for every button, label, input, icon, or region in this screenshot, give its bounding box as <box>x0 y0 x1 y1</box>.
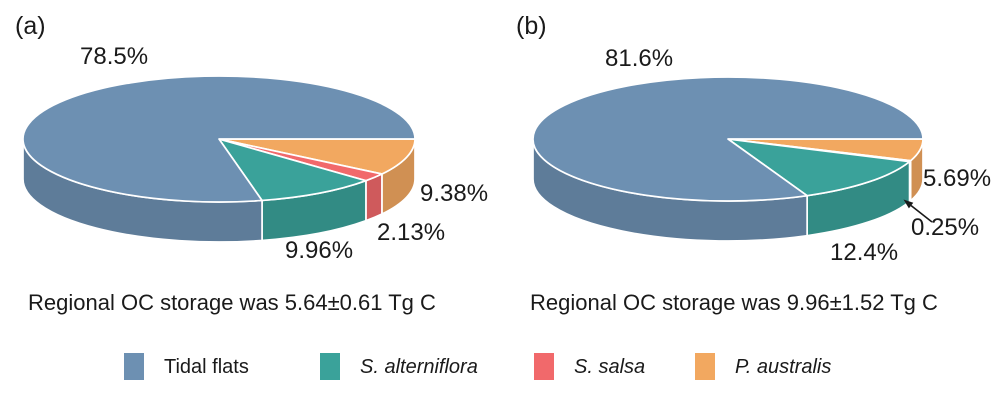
caption-b: Regional OC storage was 9.96±1.52 Tg C <box>530 290 938 315</box>
panel-a-tag: (a) <box>15 12 46 40</box>
pie-slice-top-p-australis <box>218 138 416 175</box>
legend-label-s-salsa: S. salsa <box>574 355 646 378</box>
legend-swatch-p-australis-icon <box>695 353 715 380</box>
legend-item-tidal-flats: Tidal flats <box>124 353 249 380</box>
legend-label-s-alterniflora: S. alterniflora <box>360 355 478 378</box>
slice-label-b-p-australis: 5.69% <box>923 165 992 192</box>
legend-label-tidal-flats: Tidal flats <box>164 355 249 378</box>
pie-slice-top-s-alterniflora <box>727 138 911 197</box>
legend-swatch-tidal-flats-icon <box>124 353 144 380</box>
slice-label-b-s-salsa: 0.25% <box>911 214 980 241</box>
legend-item-p-australis: P. australis <box>695 353 831 380</box>
pie-slice-wall-s-salsa <box>365 173 383 222</box>
pie-chart-a <box>22 75 416 243</box>
pie-chart-b <box>532 76 933 242</box>
legend-item-s-salsa: S. salsa <box>534 353 645 380</box>
pie-slice-top-tidal-flats <box>22 75 416 203</box>
pie-slice-top-s-alterniflora <box>218 138 367 202</box>
panel-b-tag: (b) <box>516 12 547 40</box>
legend-item-s-alterniflora: S. alterniflora <box>320 353 478 380</box>
pie-slice-top-tidal-flats <box>532 76 924 202</box>
slice-label-a-s-alterniflora: 9.96% <box>285 237 354 264</box>
slice-label-b-tidal-flats: 81.6% <box>605 45 674 72</box>
slice-label-a-p-australis: 9.38% <box>420 180 489 207</box>
slice-label-a-s-salsa: 2.13% <box>377 219 446 246</box>
slice-label-b-s-alterniflora: 12.4% <box>830 239 899 266</box>
legend-label-p-australis: P. australis <box>735 355 832 378</box>
slice-label-a-tidal-flats: 78.5% <box>80 43 149 70</box>
legend-swatch-s-alterniflora-icon <box>320 353 340 380</box>
annotation-arrow-s-salsa <box>903 199 933 223</box>
caption-a: Regional OC storage was 5.64±0.61 Tg C <box>28 290 436 315</box>
legend-swatch-s-salsa-icon <box>534 353 554 380</box>
